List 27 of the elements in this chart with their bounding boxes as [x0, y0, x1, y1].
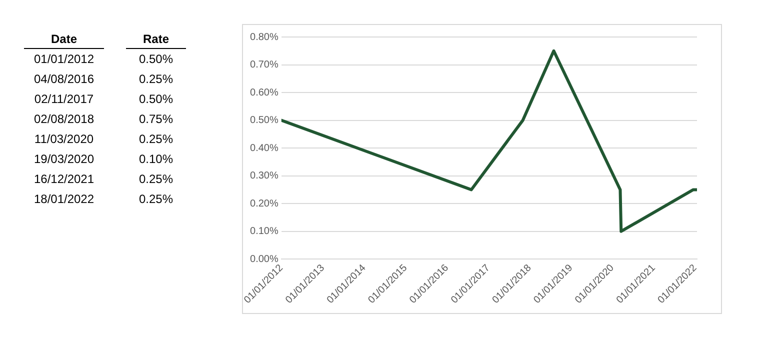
text: Date [24, 30, 104, 48]
y-tick-label: 0.80% [250, 32, 278, 43]
text: 0.50% [138, 91, 174, 108]
y-tick-label: 0.20% [250, 198, 278, 210]
text: 11/03/2020 [33, 131, 95, 148]
y-tick-label: 0.00% [250, 254, 278, 265]
y-tick-label: 0.40% [250, 142, 278, 154]
text: 01/01/2012 [32, 51, 96, 68]
text: 0.75% [138, 111, 174, 128]
y-tick-label: 0.60% [250, 87, 278, 98]
text: 04/08/2016 [32, 71, 96, 88]
text: 0.50% [138, 51, 174, 68]
text: 02/08/2018 [32, 111, 96, 128]
text: 16/12/2021 [32, 171, 96, 188]
y-tick-label: 0.70% [250, 60, 278, 71]
y-tick-label: 0.30% [250, 170, 278, 182]
y-tick-label: 0.50% [250, 115, 278, 126]
y-tick-label: 0.10% [250, 226, 278, 238]
text: 19/03/2020 [32, 151, 96, 168]
text: 02/11/2017 [33, 91, 95, 108]
text: 0.25% [138, 191, 174, 208]
text: Rate [126, 30, 186, 48]
text: 18/01/2022 [32, 191, 96, 208]
text: 0.10% [138, 151, 174, 168]
text: 0.25% [138, 171, 174, 188]
text: 0.25% [138, 131, 174, 148]
text: 0.25% [138, 71, 174, 88]
